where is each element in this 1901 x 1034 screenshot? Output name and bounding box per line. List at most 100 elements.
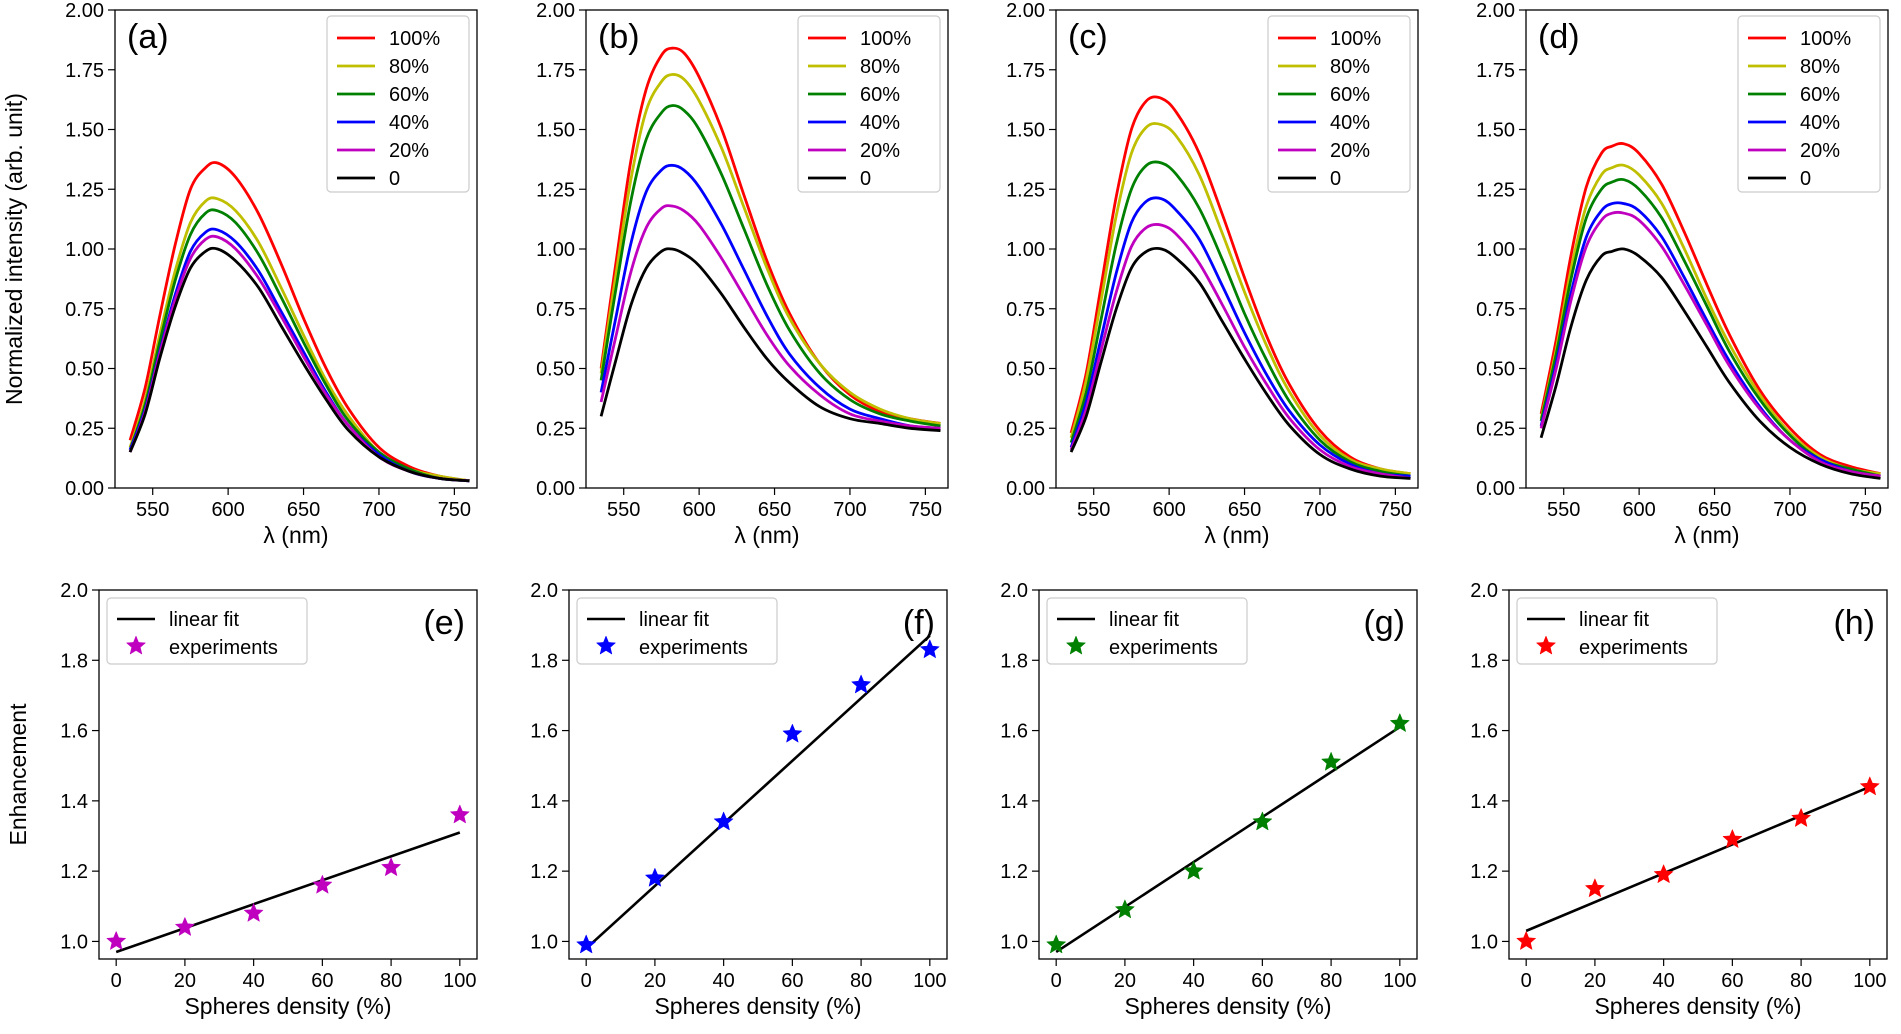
y-tick-label: 2.00 <box>1476 0 1515 22</box>
x-tick-label: 700 <box>362 499 395 521</box>
x-tick-label: 100 <box>913 970 946 992</box>
y-tick-label: 1.2 <box>1470 861 1498 883</box>
y-tick-label: 1.0 <box>1470 931 1498 953</box>
x-tick-label: 700 <box>1303 499 1336 521</box>
x-tick-label: 700 <box>833 499 866 521</box>
series-line-20pct <box>1539 210 1881 478</box>
series-line-60pct <box>599 104 941 428</box>
x-tick-label: 650 <box>1698 499 1731 521</box>
x-tick-label: 40 <box>243 970 265 992</box>
legend-entry: 40% <box>1800 112 1840 134</box>
x-tick-label: 80 <box>380 970 402 992</box>
x-tick-label: 600 <box>211 499 244 521</box>
x-tick-label: 20 <box>1114 970 1136 992</box>
y-tick-label: 1.0 <box>60 931 88 953</box>
series-line-0 <box>1069 246 1411 480</box>
y-axis-label: Normalized intensity (arb. unit) <box>1 93 27 405</box>
series-line-60pct <box>1539 177 1881 478</box>
y-tick-label: 1.00 <box>65 239 104 261</box>
y-tick-label: 0.00 <box>1006 478 1045 500</box>
series-line-100pct <box>1539 142 1881 476</box>
series-line-40pct <box>1069 196 1411 478</box>
experiment-point <box>380 856 402 877</box>
legend-entry: 60% <box>389 84 429 106</box>
legend-entry: linear fit <box>169 609 239 631</box>
experiment-point <box>919 639 940 659</box>
x-axis-label: λ (nm) <box>734 522 799 548</box>
x-tick-label: 550 <box>136 499 169 521</box>
linear-fit-line <box>1055 725 1401 954</box>
y-tick-label: 1.75 <box>1006 60 1045 82</box>
legend-box <box>326 15 470 193</box>
legend-entry: 20% <box>1330 140 1370 162</box>
x-tick-label: 60 <box>781 970 803 992</box>
y-tick-label: 1.6 <box>530 721 558 743</box>
linear-fit-line <box>115 831 461 954</box>
panel-label: (e) <box>423 604 465 642</box>
experiment-point <box>1859 776 1880 796</box>
experiment-point <box>850 674 872 694</box>
y-tick-label: 1.6 <box>1000 721 1028 743</box>
legend-entry: 80% <box>1800 56 1840 78</box>
legend-swatch-star <box>595 635 617 655</box>
x-tick-label: 40 <box>1653 970 1675 992</box>
x-tick-label: 650 <box>1228 499 1261 521</box>
y-tick-label: 1.75 <box>65 60 104 82</box>
legend-entry: 0 <box>1800 168 1811 190</box>
y-tick-label: 2.0 <box>60 580 88 602</box>
legend: 100% 80% 60% 40% 20% 0 <box>326 15 470 193</box>
y-tick-label: 1.4 <box>1470 791 1498 813</box>
legend-entry: 60% <box>860 84 900 106</box>
y-tick-label: 0.25 <box>65 418 104 440</box>
series-line-40pct <box>599 163 941 430</box>
y-tick-label: 0.50 <box>1476 359 1515 381</box>
experiment-point <box>1516 930 1537 951</box>
y-tick-label: 1.0 <box>1000 931 1028 953</box>
panel-label: (a) <box>127 18 169 56</box>
y-tick-label: 1.00 <box>1006 239 1045 261</box>
x-tick-label: 600 <box>1152 499 1185 521</box>
series-line-20pct <box>599 204 941 430</box>
panel-label: (f) <box>903 604 935 642</box>
x-tick-label: 80 <box>1790 970 1812 992</box>
legend-entry: 80% <box>860 56 900 78</box>
y-tick-label: 1.50 <box>1006 120 1045 142</box>
y-tick-label: 2.00 <box>1006 0 1045 22</box>
legend-entry: 0 <box>860 168 871 190</box>
x-tick-label: 600 <box>1622 499 1655 521</box>
y-tick-label: 1.6 <box>1470 721 1498 743</box>
x-tick-label: 80 <box>850 970 872 992</box>
y-tick-label: 1.2 <box>60 861 88 883</box>
series-line-100pct <box>128 161 470 483</box>
x-tick-label: 40 <box>1183 970 1205 992</box>
series-line-60pct <box>128 208 470 483</box>
x-tick-label: 0 <box>581 970 592 992</box>
y-tick-label: 1.75 <box>1476 60 1515 82</box>
legend-box <box>1516 597 1718 665</box>
panel-label: (g) <box>1363 604 1405 642</box>
legend-box <box>797 15 941 193</box>
x-tick-label: 550 <box>607 499 640 521</box>
y-tick-label: 1.8 <box>530 650 558 672</box>
legend-entry: experiments <box>1109 637 1218 659</box>
x-axis-label: λ (nm) <box>263 522 328 548</box>
experiment-point <box>106 930 127 951</box>
x-tick-label: 20 <box>644 970 666 992</box>
y-tick-label: 1.8 <box>1470 650 1498 672</box>
legend-swatch-star <box>125 635 147 655</box>
experiment-point <box>243 902 264 922</box>
x-tick-label: 650 <box>287 499 320 521</box>
series-line-100pct <box>1069 95 1411 476</box>
legend-entry: linear fit <box>1579 609 1649 631</box>
y-tick-label: 0.00 <box>1476 478 1515 500</box>
x-tick-label: 550 <box>1077 499 1110 521</box>
experiment-point <box>713 811 734 831</box>
series-line-80pct <box>1069 122 1411 476</box>
experiment-point <box>1320 751 1342 771</box>
legend: linear fit experiments <box>106 597 308 665</box>
x-tick-label: 750 <box>438 499 471 521</box>
legend-swatch-star <box>1535 635 1557 655</box>
x-tick-label: 750 <box>909 499 942 521</box>
y-tick-label: 1.0 <box>530 931 558 953</box>
x-axis-label: Spheres density (%) <box>184 993 391 1019</box>
